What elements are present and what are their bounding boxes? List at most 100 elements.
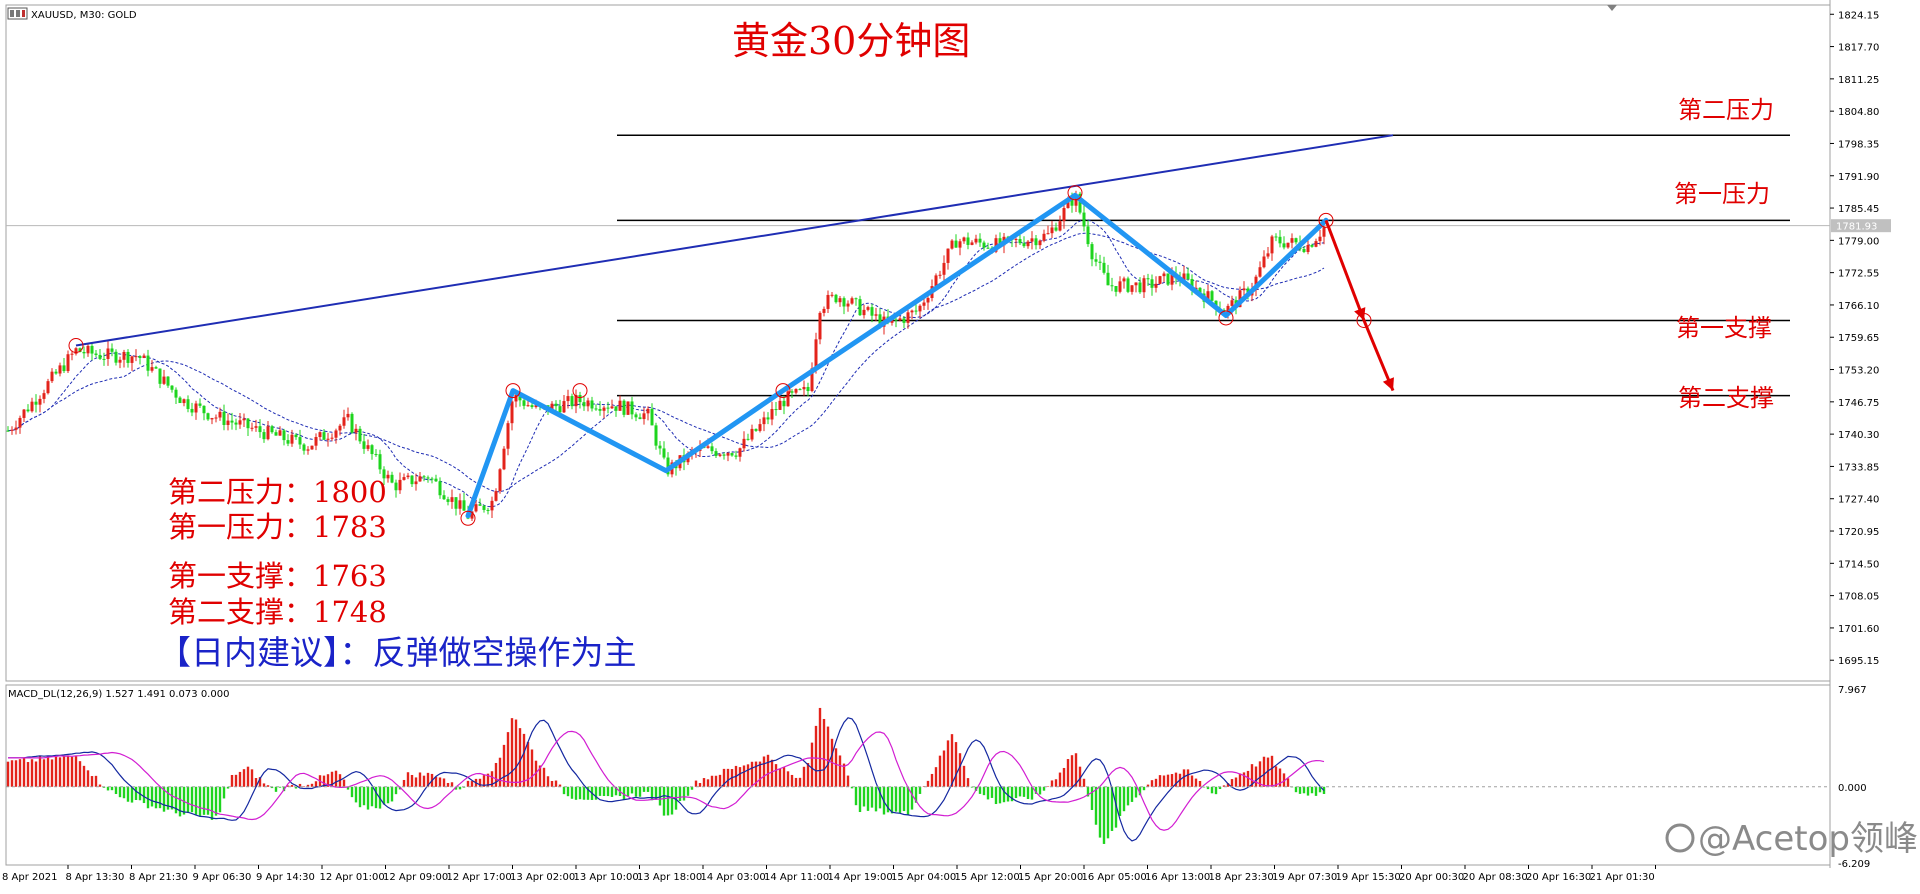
forecast-segment [1362, 319, 1395, 392]
candle-body [830, 294, 834, 296]
candle-body [590, 400, 594, 409]
macd-histogram-bar [762, 756, 766, 787]
macd-histogram-bar [750, 761, 754, 787]
macd-histogram-bar [262, 783, 266, 787]
candle-body [238, 420, 242, 425]
macd-histogram-bar [742, 765, 746, 787]
macd-histogram-bar [1318, 786, 1322, 793]
summary-r1: 第一压力：1783 [168, 510, 387, 544]
candle-body [510, 401, 514, 424]
macd-histogram-bar [86, 770, 90, 787]
time-tick-label: 20 Apr 00:30 [1399, 872, 1464, 883]
macd-histogram-bar [766, 754, 770, 787]
time-tick-label: 20 Apr 16:30 [1526, 872, 1591, 883]
candle-body [502, 448, 506, 470]
macd-histogram-bar [998, 786, 1002, 804]
candle-body [1270, 236, 1274, 254]
macd-histogram-bar [1182, 769, 1186, 787]
candle-body [654, 425, 658, 446]
macd-histogram-bar [106, 786, 110, 791]
candle-body [498, 469, 502, 492]
candle-body [646, 408, 650, 414]
macd-histogram-bar [38, 756, 42, 787]
candle-body [598, 408, 602, 411]
candle-body [894, 319, 898, 321]
macd-histogram-bar [490, 771, 494, 787]
candle-body [1230, 300, 1234, 306]
macd-histogram-bar [1306, 786, 1310, 796]
window-icon[interactable] [7, 7, 28, 20]
candle-body [250, 427, 254, 429]
macd-histogram-bar [110, 786, 114, 791]
macd-histogram-bar [754, 761, 758, 787]
watermark-logo-icon [1665, 823, 1695, 853]
candle-body [266, 426, 270, 440]
macd-histogram-bar [794, 777, 798, 787]
moving-averages [7, 218, 1325, 508]
candle-body [454, 497, 458, 509]
price-tick-label: 1720.95 [1838, 527, 1879, 538]
candle-body [922, 302, 926, 306]
candle-body [30, 401, 34, 412]
macd-histogram-bar [1270, 755, 1274, 787]
candle-body [206, 413, 210, 420]
price-tick-label: 1817.70 [1838, 43, 1879, 54]
candle-body [14, 427, 18, 430]
candle-body [902, 318, 906, 323]
swing-circle-marker [460, 510, 476, 526]
macd-histogram-bar [1066, 759, 1070, 787]
candle-body [1186, 273, 1190, 280]
macd-histogram-bar [950, 734, 954, 787]
candle-body [810, 368, 814, 392]
candle-body [182, 399, 186, 404]
candle-body [1154, 283, 1158, 288]
macd-histogram-bar [662, 786, 666, 816]
macd-histogram-bar [294, 786, 298, 789]
price-tick-label: 1766.10 [1838, 301, 1879, 312]
time-tick-label: 16 Apr 13:00 [1145, 872, 1210, 883]
candle-body [390, 474, 394, 483]
time-tick-label: 16 Apr 05:00 [1082, 872, 1147, 883]
candle-body [442, 495, 446, 500]
macd-histogram-bar [1026, 786, 1030, 799]
time-tick-label: 15 Apr 04:00 [891, 872, 956, 883]
macd-histogram-bar [638, 786, 642, 797]
candle-body [754, 428, 758, 431]
candle-body [394, 482, 398, 491]
macd-histogram-bar [442, 778, 446, 787]
candle-body [634, 414, 638, 418]
candle-body [314, 437, 318, 446]
candle-body [1114, 286, 1118, 292]
macd-histogram-bar [698, 783, 702, 787]
time-tick-label: 19 Apr 07:30 [1272, 872, 1337, 883]
candle-body [82, 351, 86, 354]
candle-body [710, 446, 714, 452]
macd-histogram-bar [102, 786, 106, 788]
macd-histogram-bar [458, 786, 462, 790]
macd-histogram-bar [1262, 756, 1266, 787]
macd-histogram-bar [1190, 775, 1194, 787]
candle-body [1166, 273, 1170, 285]
macd-histogram-bar [938, 755, 942, 787]
macd-histogram-bar [270, 786, 274, 789]
candle-body [594, 408, 598, 410]
macd-histogram-bar [562, 786, 566, 795]
candle-body [1254, 276, 1258, 290]
candle-body [782, 400, 786, 407]
candle-body [750, 428, 754, 440]
macd-histogram-bar [1022, 786, 1026, 797]
candle-body [178, 397, 182, 404]
candle-body [462, 500, 466, 511]
candle-body [642, 413, 646, 420]
candle-body [1142, 278, 1146, 293]
candle-body [1054, 227, 1058, 231]
candle-body [958, 241, 962, 248]
candle-body [834, 294, 838, 303]
candle-body [1126, 278, 1130, 292]
macd-histogram-bar [322, 775, 326, 787]
macd-histogram-bar [58, 757, 62, 787]
macd-histogram-bar [598, 786, 602, 796]
time-axis: 8 Apr 2021 8 Apr 13:30 8 Apr 21:30 9 Apr 06… [2, 865, 1656, 883]
scroll-marker[interactable] [1607, 5, 1617, 11]
